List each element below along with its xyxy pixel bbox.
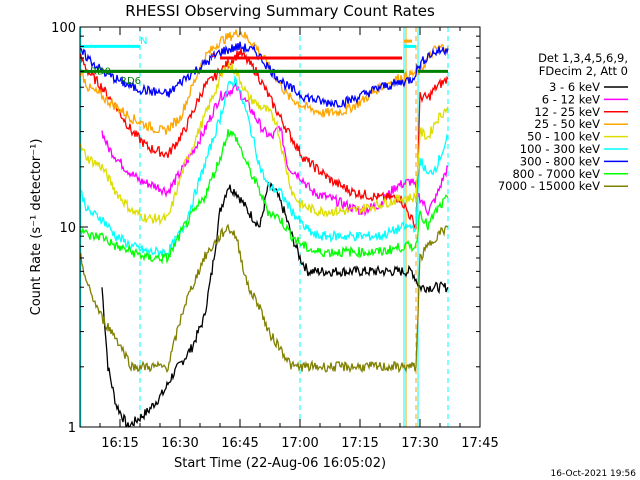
series-line-5 <box>80 74 449 258</box>
y-axis-label: Count Rate (s⁻¹ detector⁻¹) <box>29 139 44 316</box>
flag-bars: N F RD0 RD6 <box>80 36 448 87</box>
y-tick-label-1: 10 <box>59 221 76 236</box>
x-tick-label-2: 16:45 <box>221 436 258 451</box>
legend-label-4: 50 - 100 keV <box>527 130 600 144</box>
x-axis-ticks: 16:15 16:30 16:45 17:00 17:15 17:30 17:45 <box>79 27 499 451</box>
legend: Det 1,3,4,5,6,9,FDecim 2, Att 0 3 - 6 keV… <box>498 51 628 193</box>
x-tick-label-6: 17:45 <box>461 436 498 451</box>
legend-header-1: FDecim 2, Att 0 <box>539 64 628 78</box>
series-line-8 <box>80 223 449 374</box>
legend-label-2: 12 - 25 keV <box>534 105 600 119</box>
flag-label-1: F <box>210 52 216 63</box>
series-line-7 <box>80 129 449 265</box>
legend-label-8: 7000 - 15000 keV <box>498 179 600 193</box>
series-lines <box>80 29 449 427</box>
flag-label-3: RD6 <box>120 76 141 87</box>
y-tick-label-0: 1 <box>68 421 76 436</box>
x-tick-label-1: 16:30 <box>161 436 198 451</box>
x-tick-label-3: 17:00 <box>281 436 318 451</box>
legend-label-1: 6 - 12 keV <box>542 92 600 106</box>
generation-timestamp: 16-Oct-2021 19:56 <box>551 469 637 479</box>
legend-label-5: 100 - 300 keV <box>520 142 600 156</box>
legend-label-0: 3 - 6 keV <box>549 80 600 94</box>
flag-label-2: RD0 <box>90 66 111 77</box>
series-line-2 <box>80 48 449 229</box>
legend-header-0: Det 1,3,4,5,6,9, <box>538 51 628 65</box>
series-line-6 <box>80 41 449 110</box>
legend-label-3: 25 - 50 keV <box>534 117 600 131</box>
x-tick-label-5: 17:30 <box>401 436 438 451</box>
x-tick-label-4: 17:15 <box>341 436 378 451</box>
x-axis-label: Start Time (22-Aug-06 16:05:02) <box>174 456 386 471</box>
legend-label-6: 300 - 800 keV <box>520 154 600 168</box>
x-tick-label-0: 16:15 <box>101 436 138 451</box>
legend-label-7: 800 - 7000 keV <box>512 167 600 181</box>
chart-title: RHESSI Observing Summary Count Rates <box>125 2 435 20</box>
series-line-4 <box>80 60 449 226</box>
y-tick-label-2: 100 <box>51 21 76 36</box>
y-axis-ticks: 1 10 100 <box>51 21 480 436</box>
series-line-1 <box>101 82 449 217</box>
flag-label-0: N <box>140 36 147 47</box>
